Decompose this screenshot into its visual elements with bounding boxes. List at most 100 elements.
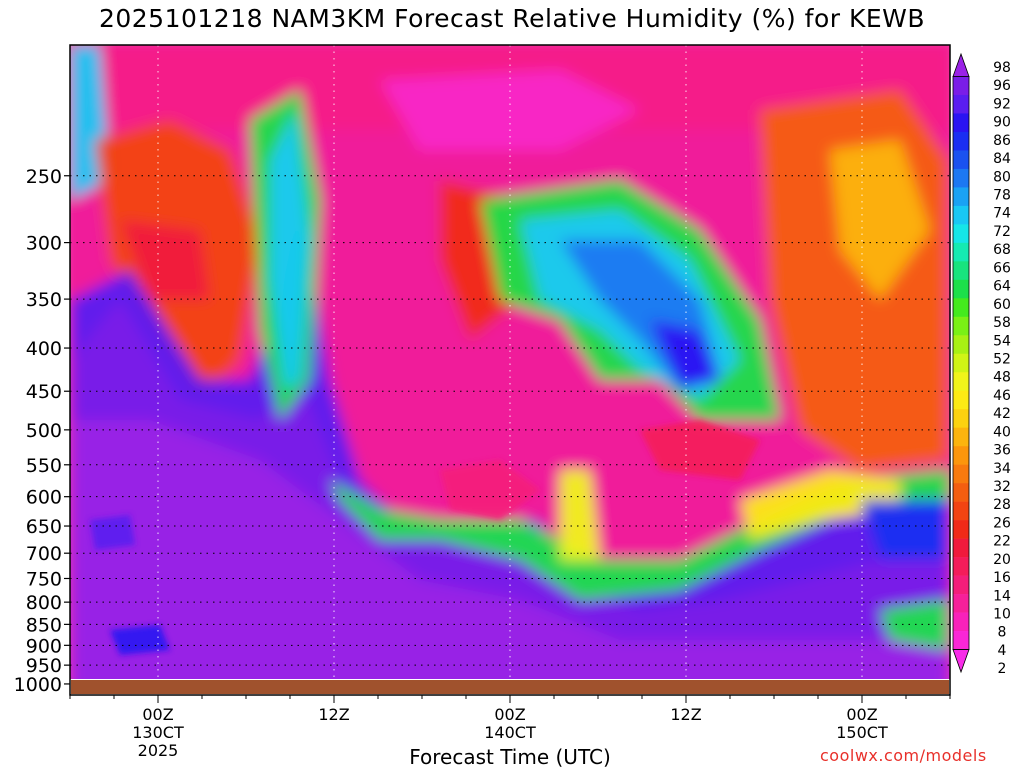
colorbar-label: 86 — [993, 133, 1011, 149]
colorbar-label: 90 — [993, 115, 1011, 131]
colorbar-swatch — [953, 612, 969, 632]
colorbar-swatch — [953, 427, 969, 447]
colorbar-label: 46 — [993, 388, 1011, 404]
colorbar-swatch — [953, 224, 969, 244]
rh-region — [830, 140, 930, 300]
colorbar-label: 22 — [993, 534, 1011, 550]
colorbar-label: 28 — [993, 497, 1011, 513]
colorbar-label: 74 — [993, 206, 1011, 222]
rh-region — [120, 220, 210, 300]
y-tick-label: 600 — [26, 487, 62, 509]
colorbar-swatch — [953, 538, 969, 558]
rh-region — [880, 600, 948, 650]
colorbar-label: 32 — [993, 479, 1011, 495]
colorbar-swatch — [953, 575, 969, 595]
colorbar-label: 40 — [993, 424, 1011, 440]
colorbar-swatch — [952, 52, 970, 77]
colorbar-label: 78 — [993, 188, 1011, 204]
colorbar-swatch — [953, 205, 969, 225]
colorbar-label: 8 — [998, 625, 1007, 641]
rh-region — [860, 500, 948, 560]
colorbar-swatch — [953, 353, 969, 373]
colorbar-label: 2 — [998, 661, 1007, 677]
x-axis-label: Forecast Time (UTC) — [409, 745, 611, 769]
colorbar-label: 80 — [993, 169, 1011, 185]
colorbar-swatch — [953, 168, 969, 188]
rh-detail — [90, 515, 135, 550]
colorbar-label: 36 — [993, 443, 1011, 459]
chart-title: 2025101218 NAM3KM Forecast Relative Humi… — [98, 4, 926, 33]
ground-fill — [71, 680, 949, 694]
y-tick-label: 450 — [26, 381, 62, 403]
y-tick-label: 700 — [26, 543, 62, 565]
colorbar-label: 66 — [993, 260, 1011, 276]
colorbar-label: 92 — [993, 96, 1011, 112]
colorbar-label: 98 — [993, 60, 1011, 76]
colorbar-label: 16 — [993, 570, 1011, 586]
colorbar-swatch — [953, 464, 969, 484]
rh-region — [740, 470, 900, 540]
colorbar-swatch — [953, 187, 969, 207]
colorbar-legend: 9896929086848078747268666460585452484642… — [952, 52, 1011, 677]
source-credit: coolwx.com/models — [820, 746, 987, 765]
colorbar-swatch — [953, 94, 969, 114]
colorbar-label: 54 — [993, 333, 1011, 349]
humidity-field — [70, 45, 950, 679]
colorbar-swatch — [953, 520, 969, 539]
y-tick-label: 650 — [26, 516, 62, 538]
colorbar-swatch — [953, 76, 969, 96]
colorbar-swatch — [953, 390, 969, 410]
y-tick-label: 950 — [26, 655, 62, 677]
colorbar-frame — [952, 76, 970, 650]
y-tick-label: 900 — [26, 635, 62, 657]
x-tick-label: 140CT — [484, 723, 536, 742]
colorbar-swatch — [953, 557, 969, 576]
x-tick-label: 00Z — [494, 705, 525, 724]
colorbar-swatch — [953, 409, 969, 428]
y-tick-label: 350 — [26, 289, 62, 311]
colorbar-swatch — [952, 649, 970, 674]
y-tick-label: 1000 — [14, 674, 62, 696]
colorbar-label: 84 — [993, 151, 1011, 167]
colorbar-swatch — [953, 261, 969, 281]
colorbar-swatch — [953, 483, 969, 502]
colorbar-swatch — [953, 316, 969, 336]
rh-region — [70, 420, 950, 679]
y-tick-label: 400 — [26, 338, 62, 360]
pressure-axis: 2503003504004505005506006507007508008509… — [14, 166, 70, 696]
colorbar-swatch — [953, 279, 969, 299]
colorbar-label: 34 — [993, 461, 1011, 477]
y-tick-label: 750 — [26, 568, 62, 590]
colorbar-label: 52 — [993, 351, 1011, 367]
x-tick-label: 00Z — [846, 705, 877, 724]
x-tick-label: 2025 — [138, 741, 179, 760]
colorbar-swatch — [953, 298, 969, 318]
colorbar-label: 26 — [993, 515, 1011, 531]
colorbar-label: 20 — [993, 552, 1011, 568]
x-tick-label: 00Z — [142, 705, 173, 724]
rh-region — [560, 470, 600, 560]
colorbar-label: 4 — [998, 643, 1007, 659]
y-tick-label: 550 — [26, 455, 62, 477]
colorbar-swatch — [953, 242, 969, 262]
colorbar-label: 58 — [993, 315, 1011, 331]
colorbar-swatch — [953, 594, 969, 613]
colorbar-swatch — [953, 335, 969, 355]
colorbar-label: 60 — [993, 297, 1011, 313]
colorbar-label: 68 — [993, 242, 1011, 258]
colorbar-swatch — [953, 372, 969, 392]
colorbar-label: 14 — [993, 588, 1011, 604]
ground-layer — [71, 680, 949, 694]
colorbar-swatch — [953, 113, 969, 133]
y-tick-label: 800 — [26, 592, 62, 614]
rh-region — [650, 320, 720, 390]
x-tick-label: 12Z — [318, 705, 349, 724]
colorbar-label: 42 — [993, 406, 1011, 422]
rh-detail — [110, 625, 170, 655]
rh-detail — [440, 460, 540, 520]
y-tick-label: 500 — [26, 420, 62, 442]
colorbar-swatch — [953, 631, 969, 650]
x-tick-label: 130CT — [132, 723, 184, 742]
